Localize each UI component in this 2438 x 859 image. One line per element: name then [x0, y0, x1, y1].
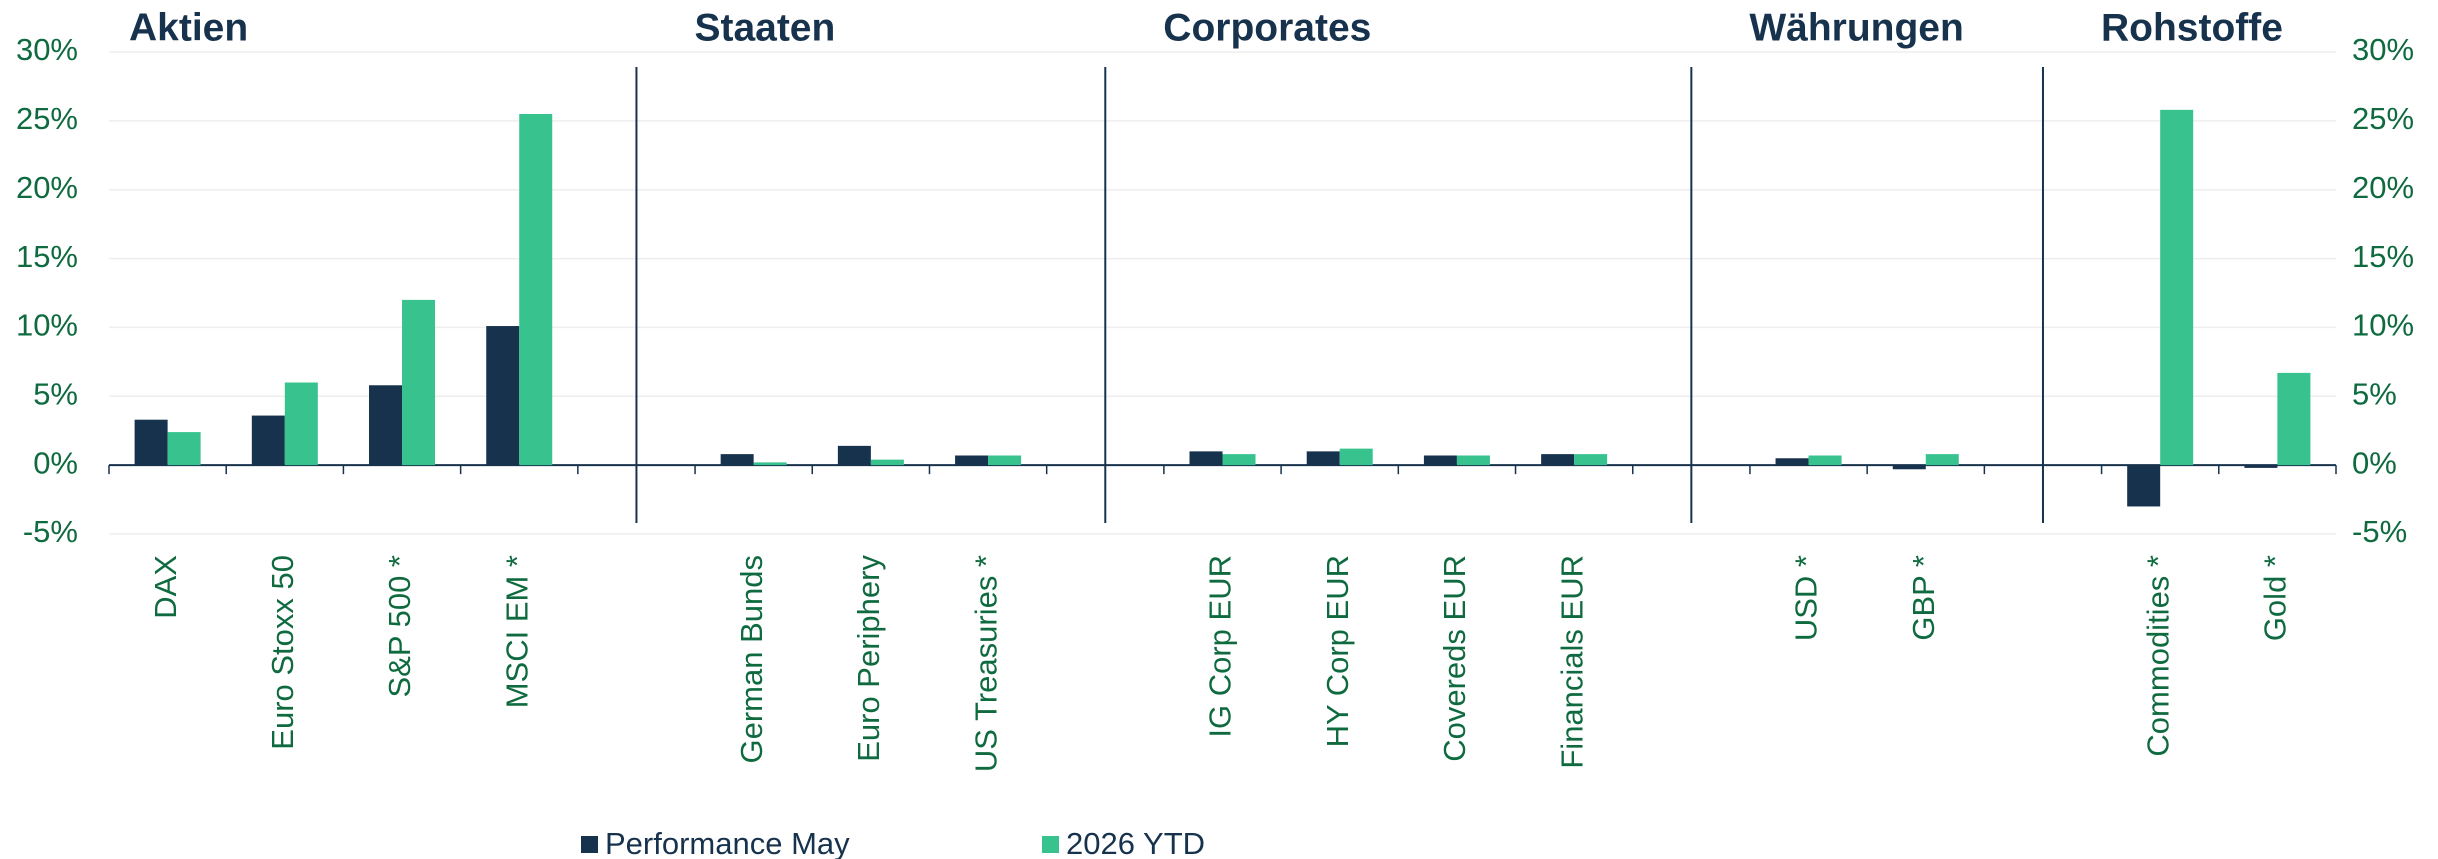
bar [134, 419, 168, 466]
x-tick-label: MSCI EM * [499, 555, 534, 708]
bar [1925, 454, 1959, 466]
section-header: Währungen [1749, 6, 1963, 49]
bar [1306, 451, 1340, 466]
y2-tick-label: 30% [2352, 32, 2414, 67]
bar [720, 454, 754, 466]
bar [519, 113, 553, 466]
y-tick-label: 10% [16, 308, 78, 343]
legend-label: Performance May [605, 826, 850, 859]
bar [1541, 454, 1575, 466]
y2-tick-label: 10% [2352, 308, 2414, 343]
x-tick-label: Euro Stoxx 50 [265, 555, 300, 750]
x-tick-label: US Treasuries * [968, 555, 1003, 772]
bar [486, 326, 520, 466]
y-tick-label: 0% [33, 445, 78, 480]
bar [753, 462, 787, 466]
bar [1775, 458, 1809, 466]
bar [369, 385, 403, 466]
x-tick-label: Covereds EUR [1437, 555, 1472, 762]
legend-label: 2026 YTD [1066, 826, 1205, 859]
x-tick-label: Gold * [2258, 555, 2293, 641]
y2-tick-label: 5% [2352, 376, 2397, 411]
bar [1339, 448, 1373, 466]
bar [1189, 451, 1223, 466]
bar [402, 299, 436, 466]
section-header: Rohstoffe [2101, 6, 2283, 49]
bar [2127, 465, 2161, 507]
y2-tick-label: 20% [2352, 170, 2414, 205]
section-header: Corporates [1163, 6, 1371, 49]
bar [1892, 465, 1926, 470]
y-tick-label: 30% [16, 32, 78, 67]
y-tick-label: -5% [23, 514, 78, 549]
bar [1423, 455, 1457, 466]
x-tick-label: GBP * [1906, 555, 1941, 641]
x-tick-label: Euro Periphery [851, 555, 886, 762]
y-tick-label: 5% [33, 376, 78, 411]
bar [2277, 372, 2311, 466]
section-header: Staaten [694, 6, 835, 49]
bar [251, 415, 285, 466]
y2-tick-label: -5% [2352, 514, 2407, 549]
y-tick-label: 15% [16, 239, 78, 274]
y2-tick-label: 0% [2352, 445, 2397, 480]
bar [2244, 465, 2278, 468]
bar [1574, 454, 1608, 466]
section-header: Aktien [129, 6, 248, 49]
bar [837, 445, 871, 466]
x-tick-label: Financials EUR [1554, 555, 1589, 769]
x-tick-label: German Bunds [734, 555, 769, 764]
bar [870, 459, 904, 466]
bar [2160, 109, 2194, 466]
x-tick-label: DAX [148, 555, 183, 619]
x-tick-label: HY Corp EUR [1320, 555, 1355, 747]
bar [988, 455, 1022, 466]
y2-tick-label: 15% [2352, 239, 2414, 274]
bar [1222, 454, 1256, 466]
legend-swatch [1042, 836, 1059, 853]
bar [167, 432, 201, 466]
bar [1808, 455, 1842, 466]
x-tick-label: Commodities * [2140, 555, 2175, 757]
bar [955, 455, 989, 466]
x-tick-label: IG Corp EUR [1203, 555, 1238, 738]
bar [284, 382, 318, 466]
y2-tick-label: 25% [2352, 101, 2414, 136]
legend-swatch [581, 836, 598, 853]
x-tick-label: S&P 500 * [382, 555, 417, 697]
y-tick-label: 20% [16, 170, 78, 205]
y-tick-label: 25% [16, 101, 78, 136]
bar [1456, 455, 1490, 466]
x-tick-label: USD * [1789, 555, 1824, 641]
